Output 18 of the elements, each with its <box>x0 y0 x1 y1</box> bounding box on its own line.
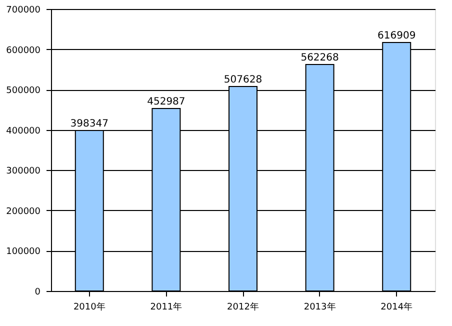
data-label: 616909 <box>378 30 416 42</box>
y-tick-label: 300000 <box>6 166 41 177</box>
x-tick-label: 2014年 <box>380 302 413 312</box>
x-tick-label: 2010年 <box>73 302 106 312</box>
y-tick-label: 400000 <box>6 126 41 136</box>
data-label: 452987 <box>147 96 186 108</box>
y-tick-label: 500000 <box>6 86 41 96</box>
y-tick-label: 100000 <box>6 247 41 258</box>
data-label: 398347 <box>70 118 108 130</box>
x-tick-label: 2013年 <box>304 302 336 312</box>
y-tick-label: 0 <box>34 288 41 298</box>
y-tick-label: 700000 <box>6 6 41 16</box>
x-tick-label: 2012年 <box>227 302 259 312</box>
y-tick-label: 200000 <box>6 206 41 217</box>
data-label: 562268 <box>300 52 339 64</box>
y-tick-label: 600000 <box>6 46 41 56</box>
x-tick-label: 2011年 <box>150 302 182 312</box>
data-label: 507628 <box>224 74 262 86</box>
